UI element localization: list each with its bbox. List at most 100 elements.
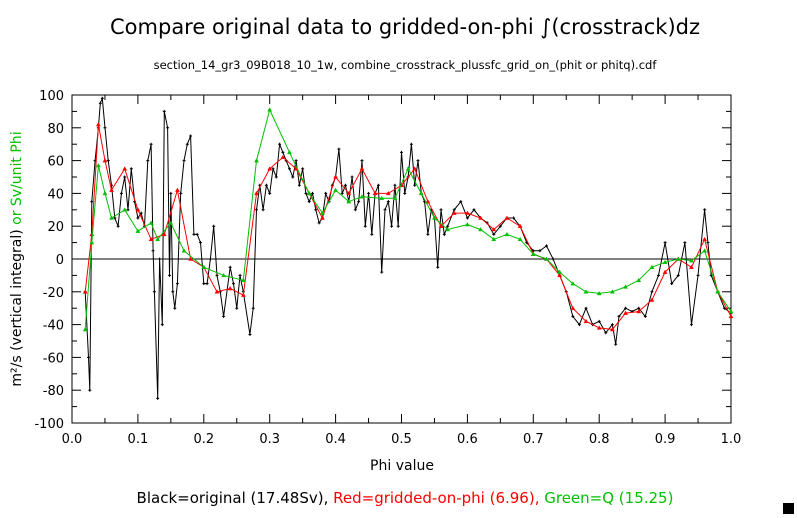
data-point (136, 216, 140, 220)
data-point (202, 282, 206, 286)
data-point (728, 313, 734, 319)
data-point (294, 159, 298, 163)
data-point (636, 308, 642, 314)
data-point (90, 200, 94, 204)
data-point (353, 208, 357, 212)
data-point (530, 251, 536, 256)
data-point (116, 224, 120, 228)
y-tick-label: 80 (47, 122, 64, 137)
corner-marker (783, 503, 794, 514)
data-point (109, 187, 114, 192)
data-point (304, 191, 308, 195)
data-point (254, 158, 259, 163)
data-point (662, 259, 668, 265)
data-point (297, 183, 301, 187)
data-point (261, 208, 265, 212)
data-point (689, 323, 693, 327)
data-point (173, 306, 177, 310)
data-point (333, 187, 339, 192)
data-point (405, 166, 411, 171)
data-point (238, 273, 242, 277)
data-point (675, 256, 681, 261)
series-gridded-on-phi (82, 122, 734, 332)
data-point (340, 191, 344, 195)
data-point (333, 174, 339, 179)
data-point (215, 273, 219, 277)
data-point (175, 282, 179, 286)
data-point (551, 257, 555, 261)
data-point (169, 191, 173, 195)
data-point (160, 323, 164, 327)
data-point (445, 226, 451, 232)
data-point (650, 290, 654, 294)
data-point (696, 273, 700, 277)
data-point (188, 256, 194, 261)
data-point (624, 306, 628, 310)
data-point (195, 232, 199, 236)
data-point (357, 200, 361, 204)
series-line-original (84, 98, 732, 399)
data-point (126, 208, 130, 212)
data-point (148, 220, 154, 225)
data-point (102, 190, 108, 196)
data-point (670, 282, 674, 286)
data-point (383, 208, 387, 212)
data-point (149, 142, 153, 146)
y-tick-label: -20 (43, 286, 64, 301)
data-point (385, 190, 391, 196)
data-point (596, 325, 602, 330)
data-point (222, 314, 226, 318)
data-point (379, 195, 385, 201)
data-point (472, 208, 476, 212)
legend-black: Black=original (17.48Sv), (137, 489, 334, 507)
data-point (287, 149, 292, 155)
data-point (268, 191, 272, 195)
data-point (311, 191, 315, 195)
x-tick-label: 1.0 (721, 432, 742, 447)
data-point (412, 166, 418, 171)
legend: Black=original (17.48Sv), Red=gridded-on… (137, 489, 674, 507)
data-point (192, 232, 196, 236)
data-point (129, 167, 133, 171)
data-point (343, 183, 347, 187)
data-point (100, 96, 104, 100)
series-Q (82, 107, 734, 332)
y-tick-label: 100 (39, 89, 64, 104)
data-point (492, 232, 496, 236)
chart-subtitle: section_14_gr3_09B018_10_1w, combine_cro… (154, 58, 658, 72)
data-point (597, 319, 601, 323)
data-point (663, 241, 667, 245)
data-point (451, 210, 457, 215)
axes: 0.0 0.1 0.2 0.3 0.4 0.5 0.6 0.7 0.8 0.9 1.0 -100 -80… (34, 89, 741, 447)
data-point (271, 167, 275, 171)
data-point (307, 200, 311, 204)
data-point (181, 248, 187, 253)
data-point (208, 257, 212, 261)
data-point (95, 122, 101, 127)
y-axis-label-green: or Sv/unit Phi (9, 131, 25, 229)
data-point (609, 289, 615, 294)
x-tick-label: 0.7 (523, 432, 544, 447)
data-point (512, 216, 516, 220)
data-point (156, 396, 160, 400)
data-point (702, 236, 708, 242)
data-point (254, 190, 259, 196)
data-point (189, 134, 193, 138)
data-point (119, 191, 123, 195)
data-point (182, 159, 186, 163)
data-point (517, 236, 523, 242)
data-point (464, 222, 470, 227)
data-point (350, 175, 354, 179)
data-point (409, 142, 413, 146)
data-point (346, 199, 352, 204)
data-point (161, 231, 167, 237)
data-point (400, 150, 403, 154)
data-point (583, 318, 589, 324)
data-point (122, 207, 128, 212)
data-point (151, 249, 155, 253)
data-point (436, 265, 440, 269)
data-point (152, 290, 156, 294)
data-point (370, 232, 374, 236)
data-point (623, 310, 628, 315)
